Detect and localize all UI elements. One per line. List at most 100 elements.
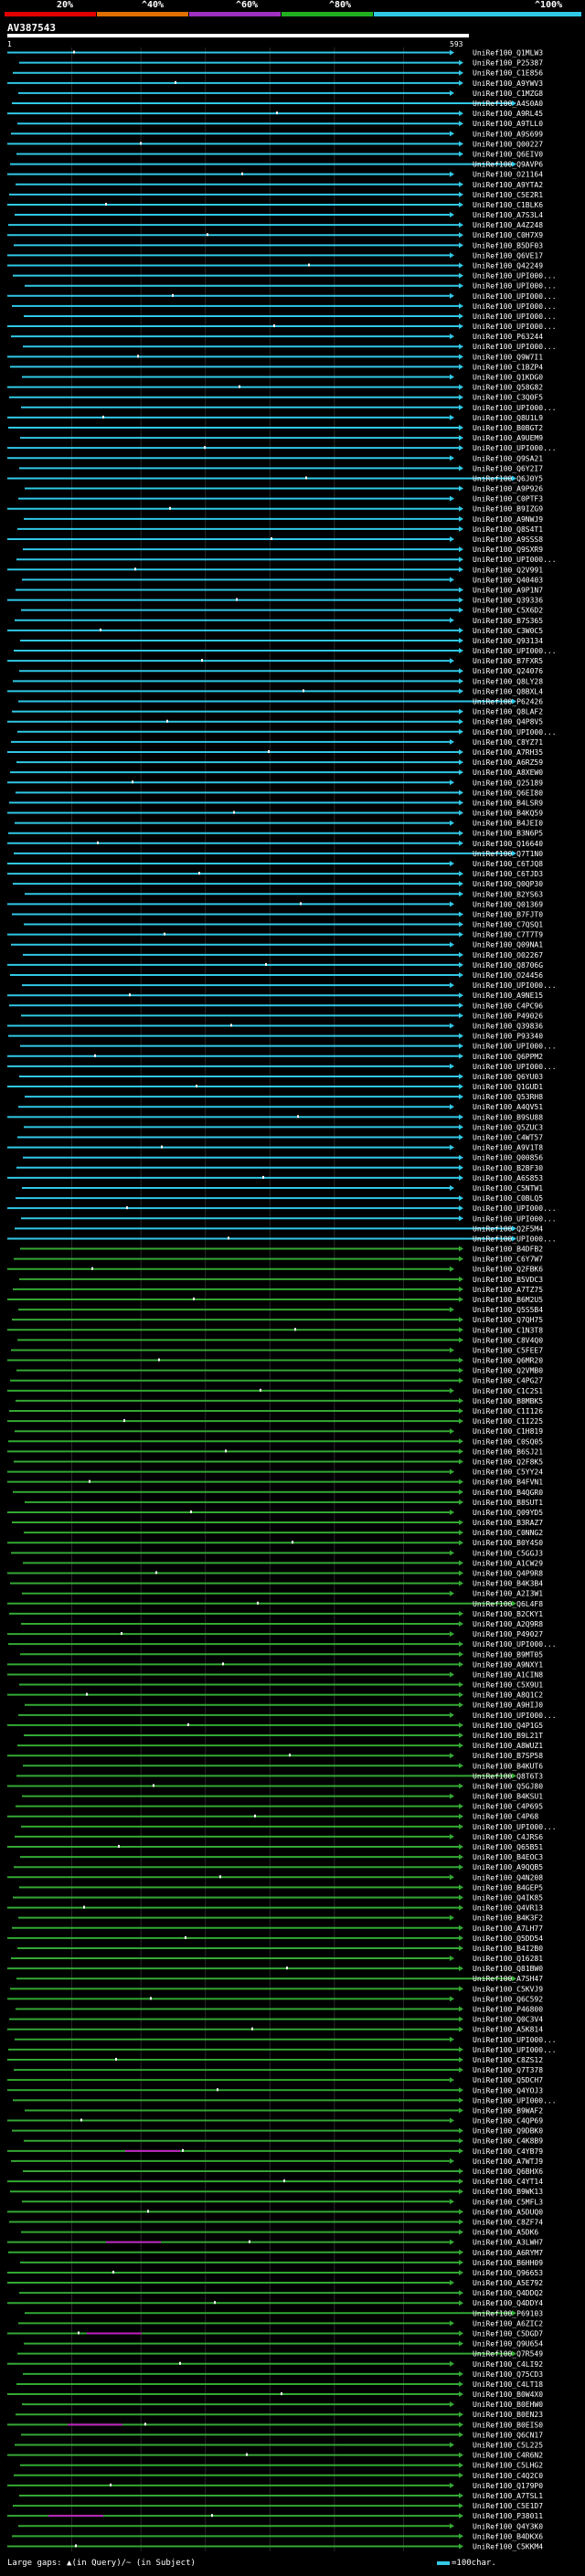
hit-label-57[interactable]: UniRef100_C3W0C5 [473,627,543,635]
hit-label-149[interactable]: UniRef100_A1CW29 [473,1559,543,1567]
hit-label-212[interactable]: UniRef100_C5MFL3 [473,2198,543,2206]
hit-label-51[interactable]: UniRef100_Q2V991 [473,566,543,574]
hit-label-67[interactable]: UniRef100_UPI000... [473,728,557,737]
hit-label-95[interactable]: UniRef100_P49026 [473,1012,543,1020]
hit-label-237[interactable]: UniRef100_C4R6N2 [473,2452,543,2460]
hit-label-134[interactable]: UniRef100_C1I126 [473,1407,543,1415]
hit-label-66[interactable]: UniRef100_Q4P8V5 [473,718,543,726]
hit-label-104[interactable]: UniRef100_A4QV51 [473,1103,543,1111]
hit-label-137[interactable]: UniRef100_C0SQ05 [473,1437,543,1446]
hit-label-231[interactable]: UniRef100_B0W4X0 [473,2390,543,2399]
hit-label-120[interactable]: UniRef100_Q2FBK6 [473,1266,543,1274]
hit-label-81[interactable]: UniRef100_C6TJD3 [473,870,543,878]
hit-label-102[interactable]: UniRef100_Q1GUD1 [473,1083,543,1091]
hit-label-108[interactable]: UniRef100_A9V1T8 [473,1144,543,1152]
hit-label-29[interactable]: UniRef100_UPI000... [473,343,557,351]
hit-label-34[interactable]: UniRef100_C3Q0F5 [473,394,543,402]
hit-label-39[interactable]: UniRef100_UPI000... [473,444,557,452]
hit-label-227[interactable]: UniRef100_Q7R549 [473,2350,543,2359]
hit-label-117[interactable]: UniRef100_UPI000... [473,1235,557,1243]
hit-label-200[interactable]: UniRef100_Q5DCH7 [473,2076,543,2084]
hit-label-171[interactable]: UniRef100_Q5GJ80 [473,1782,543,1790]
hit-label-216[interactable]: UniRef100_A3LWH7 [473,2239,543,2247]
hit-label-221[interactable]: UniRef100_Q4DDQ2 [473,2289,543,2297]
hit-label-85[interactable]: UniRef100_B7FJT0 [473,910,543,918]
hit-label-14[interactable]: UniRef100_C5E2R1 [473,191,543,199]
hit-label-122[interactable]: UniRef100_A7TZ75 [473,1286,543,1294]
hit-label-87[interactable]: UniRef100_C7T7T9 [473,931,543,939]
hit-label-56[interactable]: UniRef100_B7S365 [473,617,543,625]
hit-label-215[interactable]: UniRef100_A5DK6 [473,2229,538,2237]
hit-label-93[interactable]: UniRef100_A9NE15 [473,991,543,1000]
hit-label-172[interactable]: UniRef100_B4KSU1 [473,1793,543,1801]
hit-label-114[interactable]: UniRef100_UPI000... [473,1204,557,1213]
hit-label-105[interactable]: UniRef100_B9SU88 [473,1113,543,1121]
hit-label-110[interactable]: UniRef100_B2BF30 [473,1164,543,1172]
hit-label-133[interactable]: UniRef100_B8MBK5 [473,1397,543,1405]
hit-label-186[interactable]: UniRef100_Q5DD54 [473,1935,543,1943]
hit-label-144[interactable]: UniRef100_Q09YD5 [473,1509,543,1517]
hit-label-86[interactable]: UniRef100_C7QSQ1 [473,921,543,929]
hit-label-73[interactable]: UniRef100_Q6EI80 [473,789,543,797]
hit-label-190[interactable]: UniRef100_A7SH47 [473,1975,543,1983]
hit-label-206[interactable]: UniRef100_C4K8B9 [473,2137,543,2146]
hit-label-189[interactable]: UniRef100_Q81BW0 [473,1965,543,1973]
hit-label-191[interactable]: UniRef100_C5KVJ9 [473,1985,543,1993]
hit-label-106[interactable]: UniRef100_Q5ZUC3 [473,1123,543,1131]
hit-label-195[interactable]: UniRef100_A5K814 [473,2026,543,2034]
hit-label-163[interactable]: UniRef100_A9HIJ0 [473,1701,543,1710]
hit-label-229[interactable]: UniRef100_Q75CD3 [473,2370,543,2379]
hit-label-101[interactable]: UniRef100_Q6YU03 [473,1073,543,1081]
hit-label-83[interactable]: UniRef100_B2YS63 [473,890,543,898]
hit-label-201[interactable]: UniRef100_Q4YOJ3 [473,2086,543,2094]
hit-label-135[interactable]: UniRef100_C1I225 [473,1417,543,1426]
hit-label-146[interactable]: UniRef100_C0NNG2 [473,1529,543,1537]
hit-label-3[interactable]: UniRef100_A9YWV3 [473,80,543,88]
hit-label-38[interactable]: UniRef100_A9UEM9 [473,434,543,442]
hit-label-45[interactable]: UniRef100_B9IZG9 [473,505,543,514]
hit-label-27[interactable]: UniRef100_UPI000... [473,323,557,331]
hit-label-28[interactable]: UniRef100_P63244 [473,333,543,341]
hit-label-46[interactable]: UniRef100_A9NWJ9 [473,515,543,524]
hit-label-202[interactable]: UniRef100_UPI000... [473,2096,557,2104]
hit-label-148[interactable]: UniRef100_C5GGJ3 [473,1549,543,1557]
hit-label-125[interactable]: UniRef100_Q7QH75 [473,1316,543,1324]
hit-label-197[interactable]: UniRef100_UPI000... [473,2046,557,2054]
hit-label-69[interactable]: UniRef100_A7RH35 [473,748,543,757]
hit-label-26[interactable]: UniRef100_UPI000... [473,313,557,321]
hit-label-91[interactable]: UniRef100_O24456 [473,971,543,980]
hit-label-68[interactable]: UniRef100_C8YZ71 [473,738,543,747]
hit-label-128[interactable]: UniRef100_C5FEE7 [473,1346,543,1354]
hit-label-20[interactable]: UniRef100_Q6VE17 [473,251,543,260]
hit-label-235[interactable]: UniRef100_Q6CN17 [473,2431,543,2439]
hit-label-162[interactable]: UniRef100_A8Q1C2 [473,1691,543,1700]
hit-label-230[interactable]: UniRef100_C4LT18 [473,2380,543,2389]
hit-label-192[interactable]: UniRef100_Q6C592 [473,1995,543,2003]
hit-label-88[interactable]: UniRef100_Q09NA1 [473,941,543,949]
hit-label-64[interactable]: UniRef100_P62426 [473,698,543,706]
hit-label-47[interactable]: UniRef100_Q8S4T1 [473,525,543,534]
hit-label-94[interactable]: UniRef100_C4PC96 [473,1002,543,1010]
hit-label-168[interactable]: UniRef100_B7SP58 [473,1752,543,1760]
hit-label-154[interactable]: UniRef100_B2CKY1 [473,1610,543,1618]
hit-label-25[interactable]: UniRef100_UPI000... [473,302,557,311]
hit-label-72[interactable]: UniRef100_Q25189 [473,779,543,787]
hit-label-246[interactable]: UniRef100_C5KKM4 [473,2542,543,2550]
hit-label-92[interactable]: UniRef100_UPI000... [473,981,557,990]
hit-label-178[interactable]: UniRef100_B4EOC3 [473,1853,543,1861]
hit-label-99[interactable]: UniRef100_Q6PPM2 [473,1053,543,1061]
hit-label-164[interactable]: UniRef100_UPI000... [473,1712,557,1720]
hit-label-71[interactable]: UniRef100_A8XEW0 [473,769,543,777]
hit-label-228[interactable]: UniRef100_C4LI92 [473,2360,543,2369]
hit-label-12[interactable]: UniRef100_O21164 [473,171,543,179]
hit-label-152[interactable]: UniRef100_A2I3W1 [473,1590,543,1598]
hit-label-21[interactable]: UniRef100_Q42249 [473,262,543,270]
hit-label-157[interactable]: UniRef100_UPI000... [473,1640,557,1648]
hit-label-238[interactable]: UniRef100_C5LHG2 [473,2462,543,2470]
hit-label-40[interactable]: UniRef100_Q9SA21 [473,454,543,462]
hit-label-79[interactable]: UniRef100_Q7T1N0 [473,850,543,858]
hit-label-243[interactable]: UniRef100_P38011 [473,2512,543,2520]
hit-label-24[interactable]: UniRef100_UPI000... [473,292,557,301]
hit-label-176[interactable]: UniRef100_C4JRS6 [473,1833,543,1841]
hit-label-205[interactable]: UniRef100_Q9DBK0 [473,2127,543,2136]
